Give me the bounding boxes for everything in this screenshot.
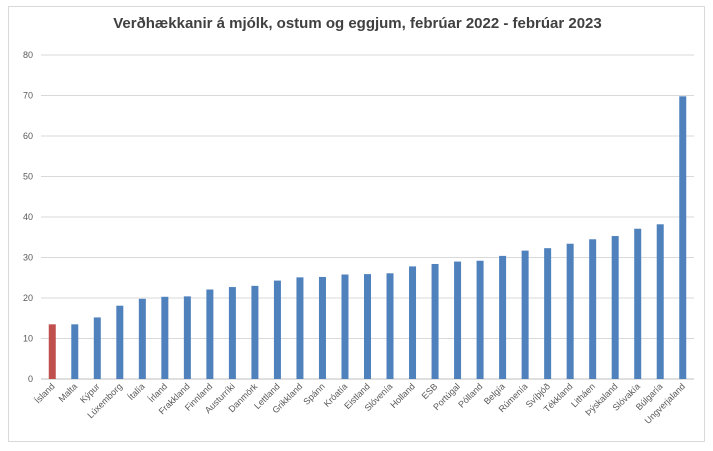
x-tick-label: Pólland bbox=[456, 381, 484, 409]
bar bbox=[386, 273, 394, 379]
bar bbox=[138, 298, 146, 379]
y-tick-label: 80 bbox=[23, 50, 33, 60]
y-tick-label: 20 bbox=[23, 293, 33, 303]
y-axis-ticks: 0 10 20 30 40 50 60 70 80 bbox=[23, 50, 33, 384]
bar bbox=[611, 236, 619, 379]
bar bbox=[161, 296, 169, 379]
bar bbox=[341, 274, 349, 379]
bar bbox=[589, 239, 597, 379]
bar bbox=[318, 276, 326, 379]
y-tick-label: 0 bbox=[28, 374, 33, 384]
bar bbox=[679, 96, 687, 379]
bar bbox=[431, 263, 439, 379]
bar bbox=[206, 289, 214, 379]
x-tick-label: Malta bbox=[57, 381, 80, 404]
bar-chart: 0 10 20 30 40 50 60 70 80 Ísland MaltaKýpurLúxemb… bbox=[23, 50, 694, 426]
bar bbox=[48, 324, 56, 379]
y-tick-label: 70 bbox=[23, 91, 33, 101]
bar bbox=[499, 255, 507, 379]
x-tick-label: Holland bbox=[388, 381, 417, 410]
bar bbox=[364, 274, 371, 379]
bar bbox=[296, 277, 304, 379]
chart-title: Verðhækkanir á mjólk, ostum og eggjum, f… bbox=[113, 15, 602, 32]
y-tick-label: 10 bbox=[23, 334, 33, 344]
bars bbox=[48, 96, 687, 379]
y-tick-label: 30 bbox=[23, 253, 33, 263]
bar bbox=[251, 285, 259, 379]
chart-frame: Verðhækkanir á mjólk, ostum og eggjum, f… bbox=[8, 6, 705, 442]
y-tick-label: 40 bbox=[23, 212, 33, 222]
bar bbox=[183, 296, 191, 379]
bar bbox=[656, 224, 664, 379]
bar bbox=[71, 324, 79, 379]
bar bbox=[273, 280, 281, 379]
bar bbox=[634, 228, 642, 379]
bar bbox=[566, 243, 574, 379]
bar bbox=[544, 248, 552, 379]
x-tick-label: Ítalía bbox=[126, 381, 147, 402]
bar bbox=[476, 260, 484, 379]
x-tick-label: Ísland bbox=[33, 381, 57, 405]
x-tick-label: ESB bbox=[420, 381, 440, 401]
bar bbox=[93, 317, 101, 379]
bar bbox=[521, 250, 529, 379]
bar bbox=[409, 266, 417, 379]
y-tick-label: 50 bbox=[23, 172, 33, 182]
bar bbox=[228, 287, 236, 379]
bar bbox=[116, 305, 124, 379]
y-tick-label: 60 bbox=[23, 131, 33, 141]
bar bbox=[454, 261, 462, 379]
